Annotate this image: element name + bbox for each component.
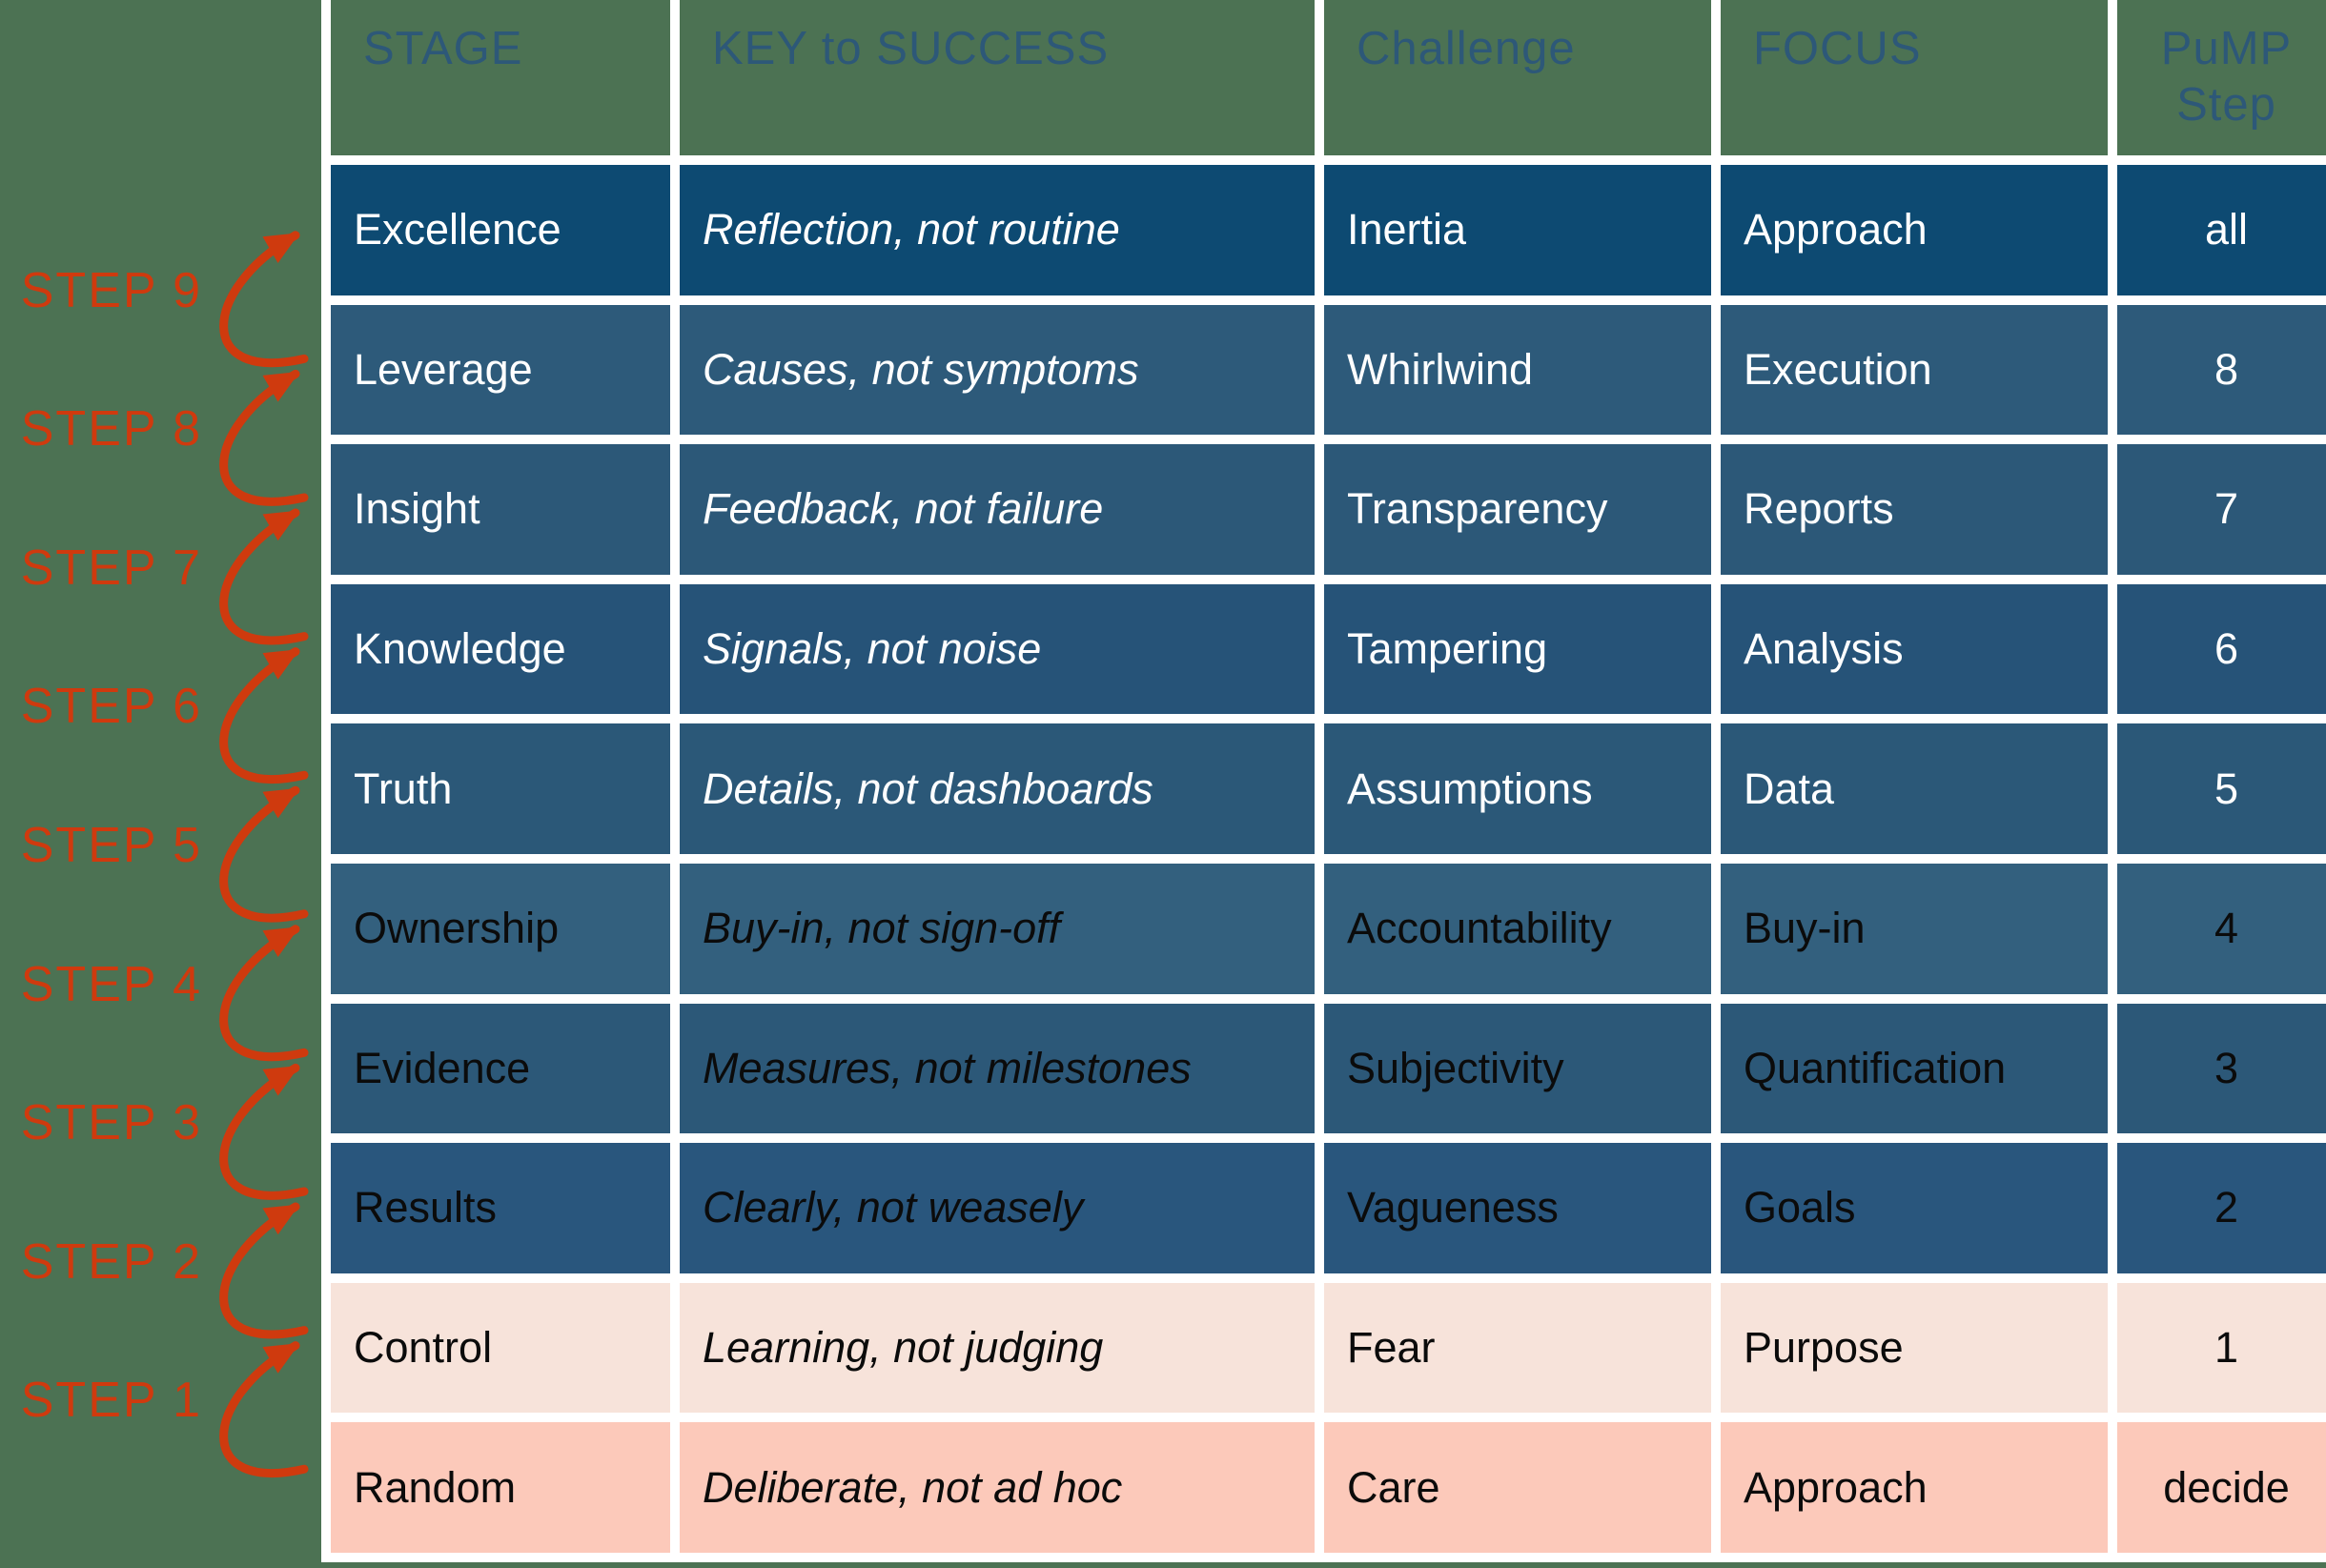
focus-cell: Reports bbox=[1721, 444, 2108, 575]
flow-arrow-segment bbox=[219, 369, 309, 506]
challenge-cell: Tampering bbox=[1324, 583, 1711, 715]
stage-cell: Evidence bbox=[331, 1003, 670, 1134]
flow-arrow-segment bbox=[219, 231, 309, 368]
pump-step-cell: 3 bbox=[2117, 1003, 2326, 1134]
flow-arrow-segment bbox=[219, 785, 309, 923]
stage-cell: Leverage bbox=[331, 304, 670, 436]
stage-cell: Knowledge bbox=[331, 583, 670, 715]
focus-cell: Execution bbox=[1721, 304, 2108, 436]
challenge-cell: Accountability bbox=[1324, 864, 1711, 994]
stage-cell: Excellence bbox=[331, 165, 670, 295]
pump-step-cell: 1 bbox=[2117, 1282, 2326, 1414]
challenge-cell: Fear bbox=[1324, 1282, 1711, 1414]
step-label-9: STEP 9 bbox=[20, 262, 202, 318]
step-label-3: STEP 3 bbox=[20, 1095, 202, 1151]
key-to-success-cell: Measures, not milestones bbox=[680, 1003, 1315, 1134]
stage-cell: Random bbox=[331, 1422, 670, 1553]
focus-cell: Goals bbox=[1721, 1143, 2108, 1273]
challenge-cell: Vagueness bbox=[1324, 1143, 1711, 1273]
flow-arrow-segment bbox=[219, 508, 309, 645]
step-label-4: STEP 4 bbox=[20, 956, 202, 1012]
key-to-success-cell: Reflection, not routine bbox=[680, 165, 1315, 295]
pump-step-cell: decide bbox=[2117, 1422, 2326, 1553]
column-header-focus: FOCUS bbox=[1721, 0, 2108, 155]
maturity-matrix-table: STAGE KEY to SUCCESS Challenge FOCUS PuM… bbox=[321, 0, 2326, 1562]
focus-cell: Data bbox=[1721, 723, 2108, 854]
key-to-success-cell: Clearly, not weasely bbox=[680, 1143, 1315, 1273]
key-to-success-cell: Causes, not symptoms bbox=[680, 304, 1315, 436]
focus-cell: Approach bbox=[1721, 1422, 2108, 1553]
step-label-7: STEP 7 bbox=[20, 540, 202, 596]
challenge-cell: Transparency bbox=[1324, 444, 1711, 575]
key-to-success-cell: Buy-in, not sign-off bbox=[680, 864, 1315, 994]
challenge-cell: Care bbox=[1324, 1422, 1711, 1553]
stage-cell: Truth bbox=[331, 723, 670, 854]
flow-arrow-segment bbox=[219, 1341, 309, 1477]
column-header-pump-step: PuMP Step bbox=[2117, 0, 2326, 155]
pump-step-cell: 6 bbox=[2117, 583, 2326, 715]
focus-cell: Analysis bbox=[1721, 583, 2108, 715]
key-to-success-cell: Learning, not judging bbox=[680, 1282, 1315, 1414]
pump-step-cell: 2 bbox=[2117, 1143, 2326, 1273]
pump-step-cell: 4 bbox=[2117, 864, 2326, 994]
step-label-5: STEP 5 bbox=[20, 818, 202, 873]
flow-arrow-segment bbox=[219, 647, 309, 784]
column-header-stage: STAGE bbox=[331, 0, 670, 155]
key-to-success-cell: Signals, not noise bbox=[680, 583, 1315, 715]
pump-step-cell: all bbox=[2117, 165, 2326, 295]
step-label-2: STEP 2 bbox=[20, 1233, 202, 1290]
stage-cell: Results bbox=[331, 1143, 670, 1273]
flow-arrow-segment bbox=[219, 925, 309, 1062]
challenge-cell: Assumptions bbox=[1324, 723, 1711, 854]
column-header-challenge: Challenge bbox=[1324, 0, 1711, 155]
challenge-cell: Subjectivity bbox=[1324, 1003, 1711, 1134]
focus-cell: Quantification bbox=[1721, 1003, 2108, 1134]
pump-step-cell: 8 bbox=[2117, 304, 2326, 436]
focus-cell: Approach bbox=[1721, 165, 2108, 295]
flow-arrow-segment bbox=[219, 1063, 309, 1200]
step-label-8: STEP 8 bbox=[20, 401, 202, 458]
key-to-success-cell: Deliberate, not ad hoc bbox=[680, 1422, 1315, 1553]
focus-cell: Purpose bbox=[1721, 1282, 2108, 1414]
stage-cell: Control bbox=[331, 1282, 670, 1414]
column-header-key: KEY to SUCCESS bbox=[680, 0, 1315, 155]
stage-cell: Insight bbox=[331, 444, 670, 575]
step-label-6: STEP 6 bbox=[20, 679, 202, 735]
flow-arrow-segment bbox=[219, 1202, 309, 1339]
key-to-success-cell: Feedback, not failure bbox=[680, 444, 1315, 575]
stage-cell: Ownership bbox=[331, 864, 670, 994]
focus-cell: Buy-in bbox=[1721, 864, 2108, 994]
challenge-cell: Inertia bbox=[1324, 165, 1711, 295]
key-to-success-cell: Details, not dashboards bbox=[680, 723, 1315, 854]
step-label-1: STEP 1 bbox=[20, 1373, 202, 1429]
pump-step-cell: 5 bbox=[2117, 723, 2326, 854]
pump-step-cell: 7 bbox=[2117, 444, 2326, 575]
challenge-cell: Whirlwind bbox=[1324, 304, 1711, 436]
